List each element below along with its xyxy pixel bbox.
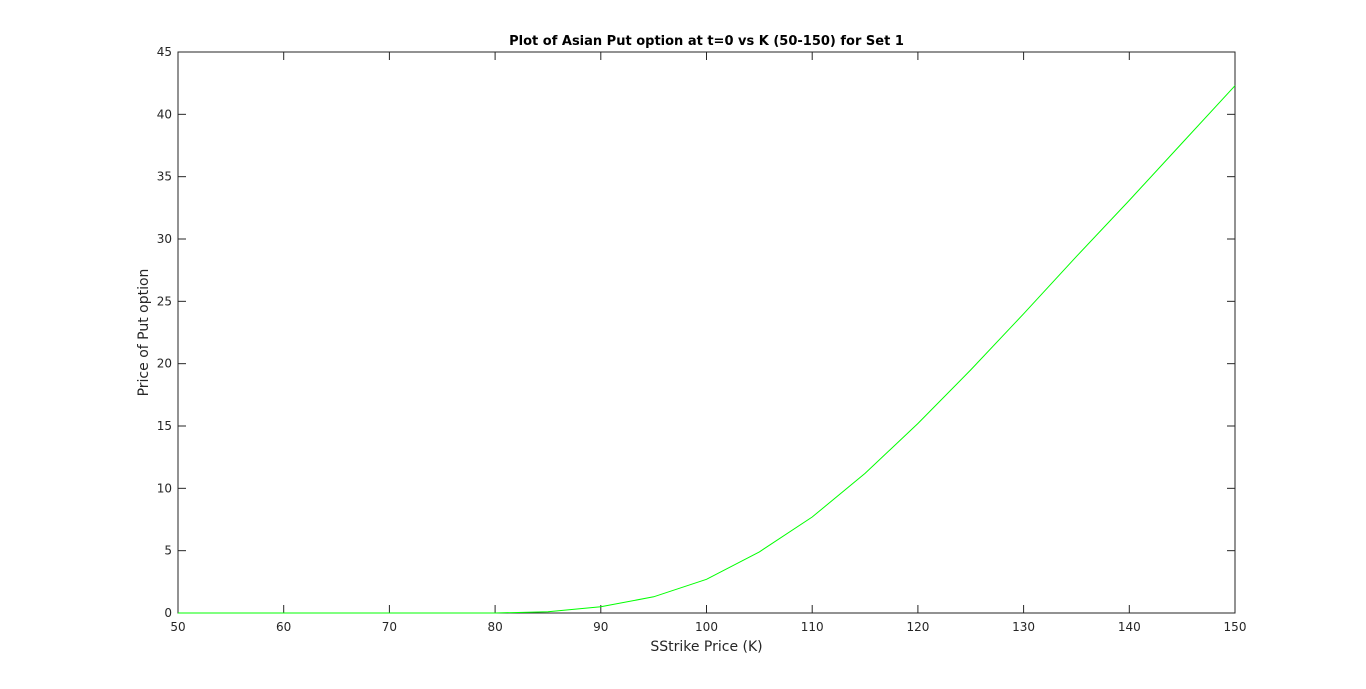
y-tick-label: 35 (157, 170, 172, 184)
chart-title: Plot of Asian Put option at t=0 vs K (50… (509, 34, 904, 49)
y-tick-label: 0 (164, 606, 172, 620)
x-tick-label: 140 (1118, 620, 1141, 634)
y-axis: 0 5 10 15 20 25 30 35 40 45 (157, 45, 1235, 620)
x-tick-label: 120 (906, 620, 929, 634)
y-tick-label: 25 (157, 294, 172, 308)
y-tick-label: 30 (157, 232, 172, 246)
series-line (178, 85, 1236, 614)
y-tick-label: 5 (164, 544, 172, 558)
x-tick-label: 110 (801, 620, 824, 634)
x-tick-label: 60 (276, 620, 291, 634)
y-tick-label: 45 (157, 45, 172, 59)
plot-area (177, 51, 1236, 614)
x-axis: 50 60 70 80 90 100 110 120 130 140 150 (170, 52, 1246, 634)
y-tick-label: 40 (157, 107, 172, 121)
x-tick-label: 50 (170, 620, 185, 634)
series-layer (178, 85, 1236, 614)
x-tick-label: 70 (382, 620, 397, 634)
x-tick-label: 90 (593, 620, 608, 634)
x-tick-label: 130 (1012, 620, 1035, 634)
y-tick-label: 10 (157, 481, 172, 495)
x-tick-label: 150 (1224, 620, 1247, 634)
y-tick-label: 15 (157, 419, 172, 433)
y-tick-label: 20 (157, 357, 172, 371)
x-tick-label: 80 (487, 620, 502, 634)
x-tick-label: 100 (695, 620, 718, 634)
y-axis-label: Price of Put option (136, 269, 152, 397)
x-axis-label: SStrike Price (K) (650, 639, 762, 655)
